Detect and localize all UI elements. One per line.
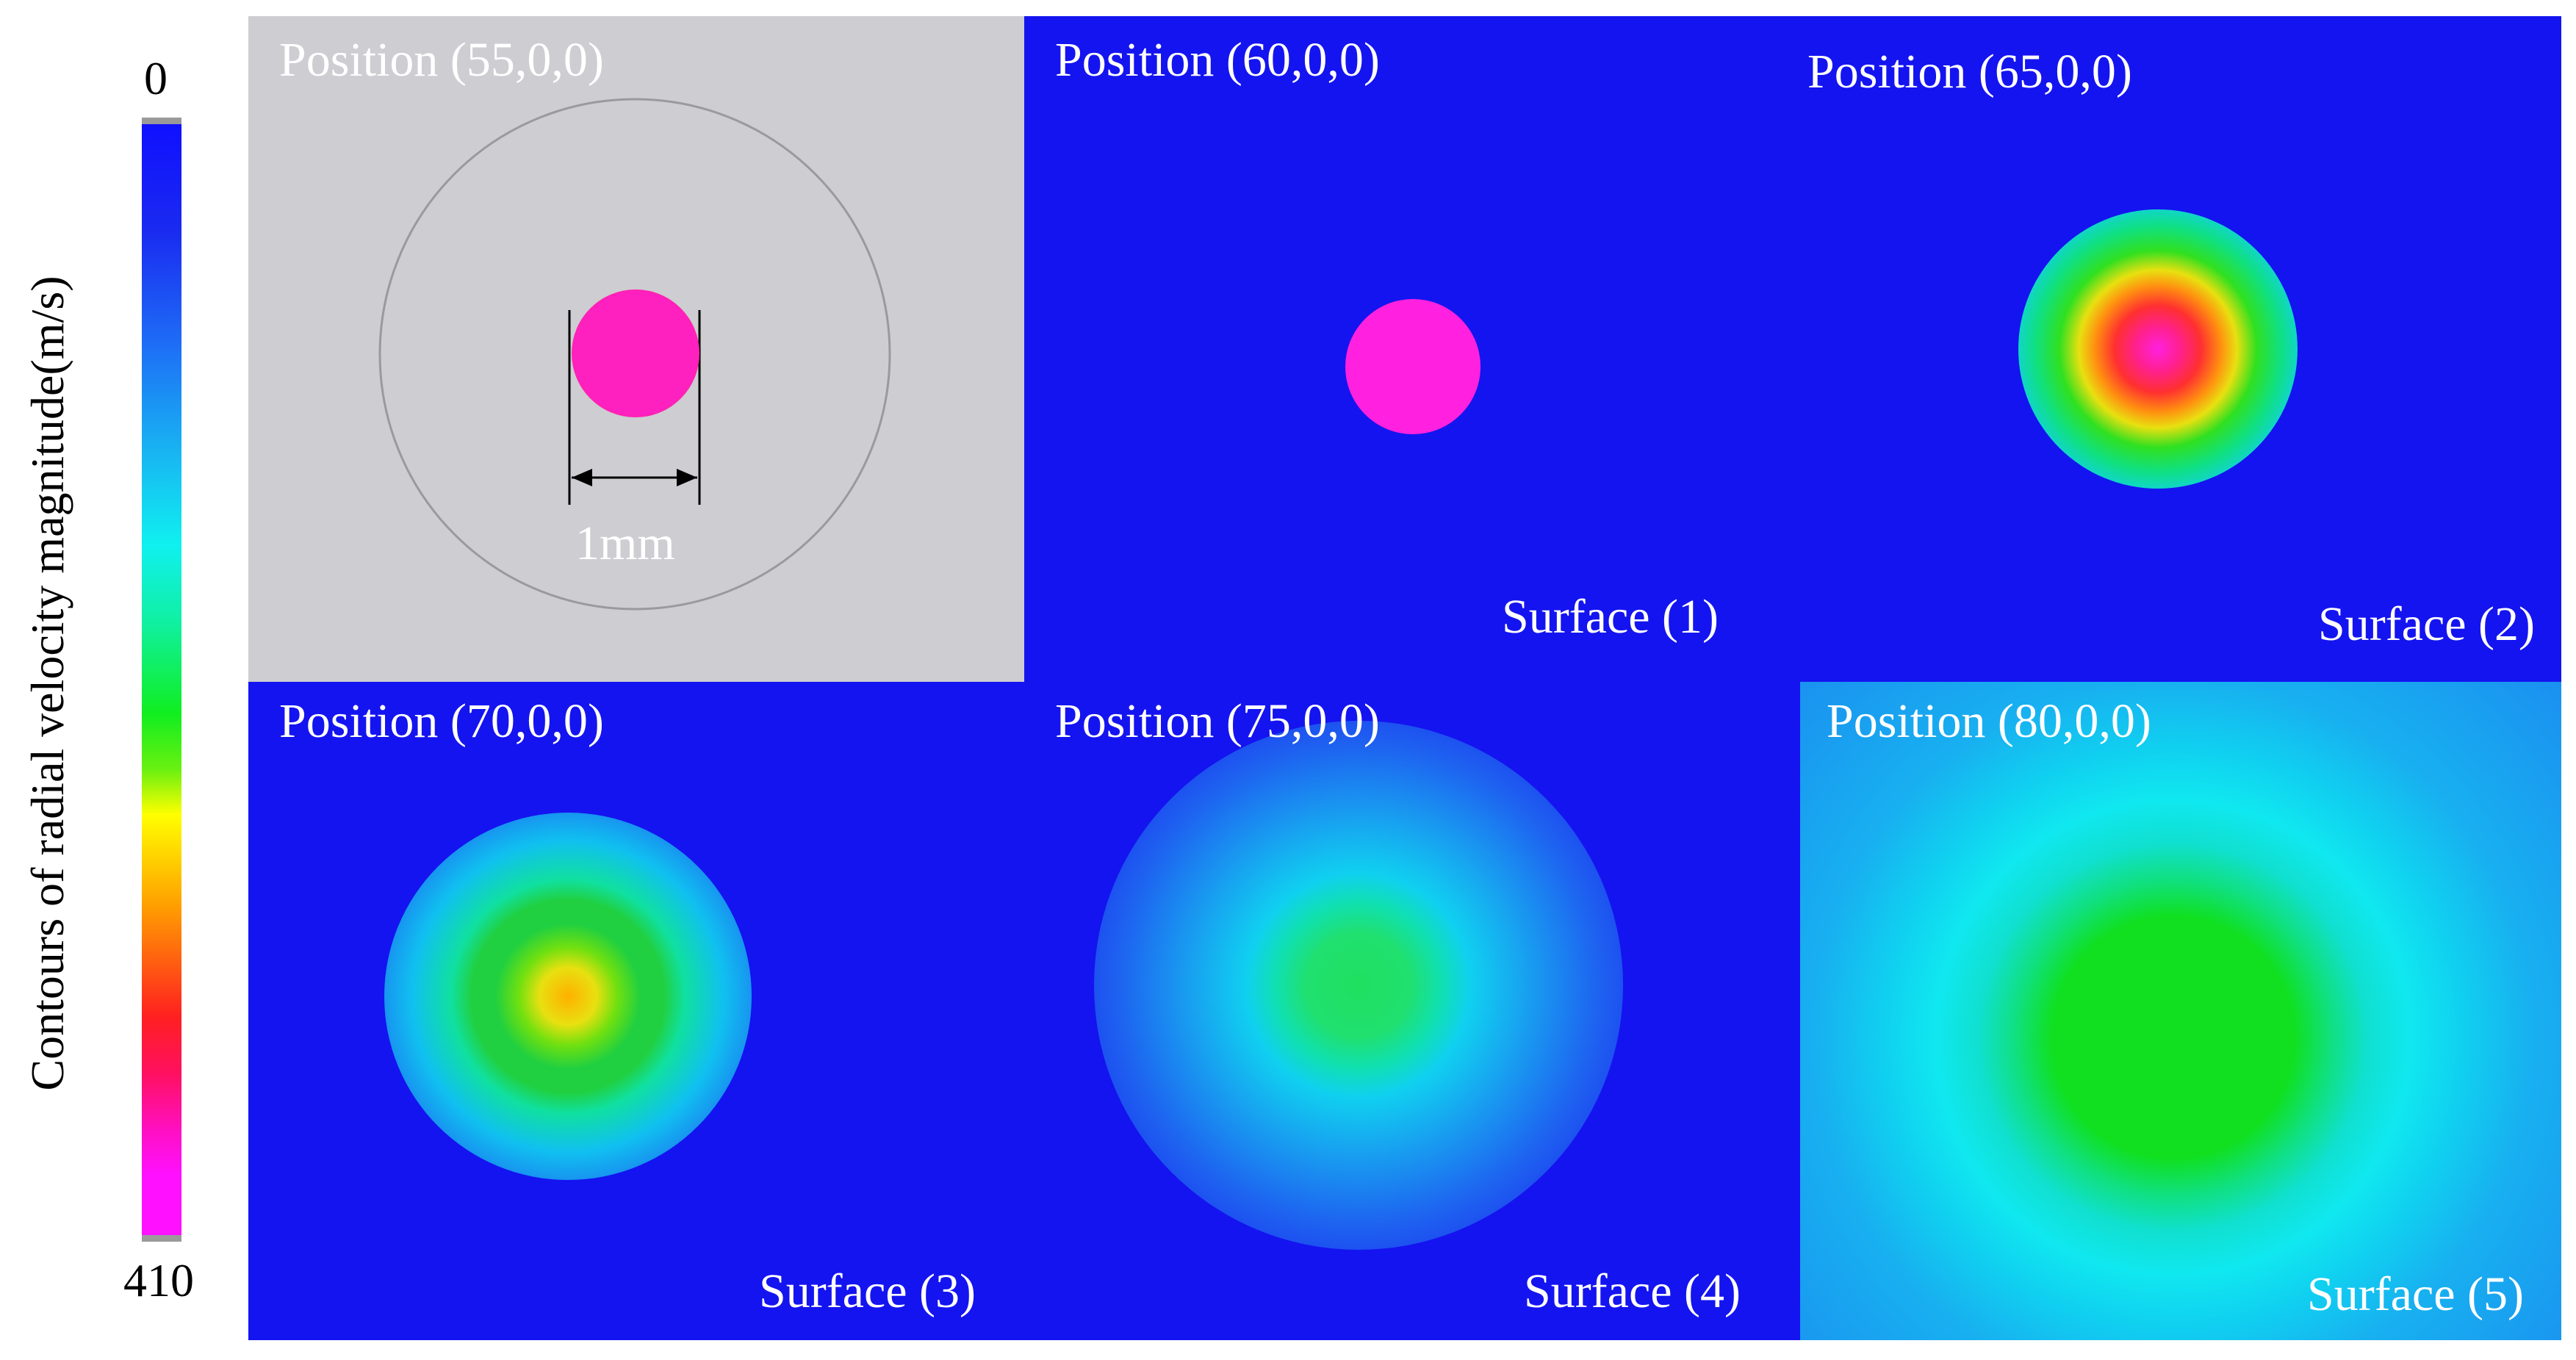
- jet-core: [384, 813, 752, 1180]
- jet-core: [1094, 721, 1623, 1250]
- panel-title: Position (80,0,0): [1827, 694, 2151, 748]
- colorbar: [142, 118, 181, 1242]
- domain-outline: [378, 98, 891, 611]
- panel-position-55: Position (55,0,0) 1mm: [248, 16, 1024, 682]
- panel-position-70: Position (70,0,0) Surface (3): [248, 682, 1024, 1340]
- panel-position-60: Position (60,0,0) Surface (1): [1024, 16, 1800, 682]
- scale-annotation: 1mm: [575, 517, 675, 570]
- jet-core: [572, 289, 699, 417]
- panel-position-65: Position (65,0,0) Surface (2): [1800, 16, 2561, 682]
- colorbar-title: Contours of radial velocity magnitude(m/…: [21, 276, 73, 1091]
- colorbar-max-label: 410: [123, 1254, 194, 1306]
- panel-title: Position (75,0,0): [1055, 694, 1380, 748]
- panel-title: Position (60,0,0): [1055, 33, 1380, 87]
- panel-position-80: Position (80,0,0) Surface (5): [1800, 682, 2561, 1340]
- jet-core: [2018, 209, 2298, 489]
- panel-title: Position (55,0,0): [279, 33, 604, 87]
- panel-surface-label: Surface (1): [1502, 590, 1719, 644]
- jet-core: [1345, 299, 1481, 434]
- panel-position-75: Position (75,0,0) Surface (4): [1024, 682, 1800, 1340]
- colorbar-min-label: 0: [144, 52, 168, 104]
- panel-surface-label: Surface (3): [759, 1264, 976, 1318]
- panel-surface-label: Surface (5): [2307, 1267, 2525, 1321]
- panel-surface-label: Surface (4): [1524, 1264, 1741, 1318]
- panel-title: Position (70,0,0): [279, 694, 604, 748]
- panel-title: Position (65,0,0): [1807, 45, 2132, 98]
- panel-surface-label: Surface (2): [2318, 597, 2536, 651]
